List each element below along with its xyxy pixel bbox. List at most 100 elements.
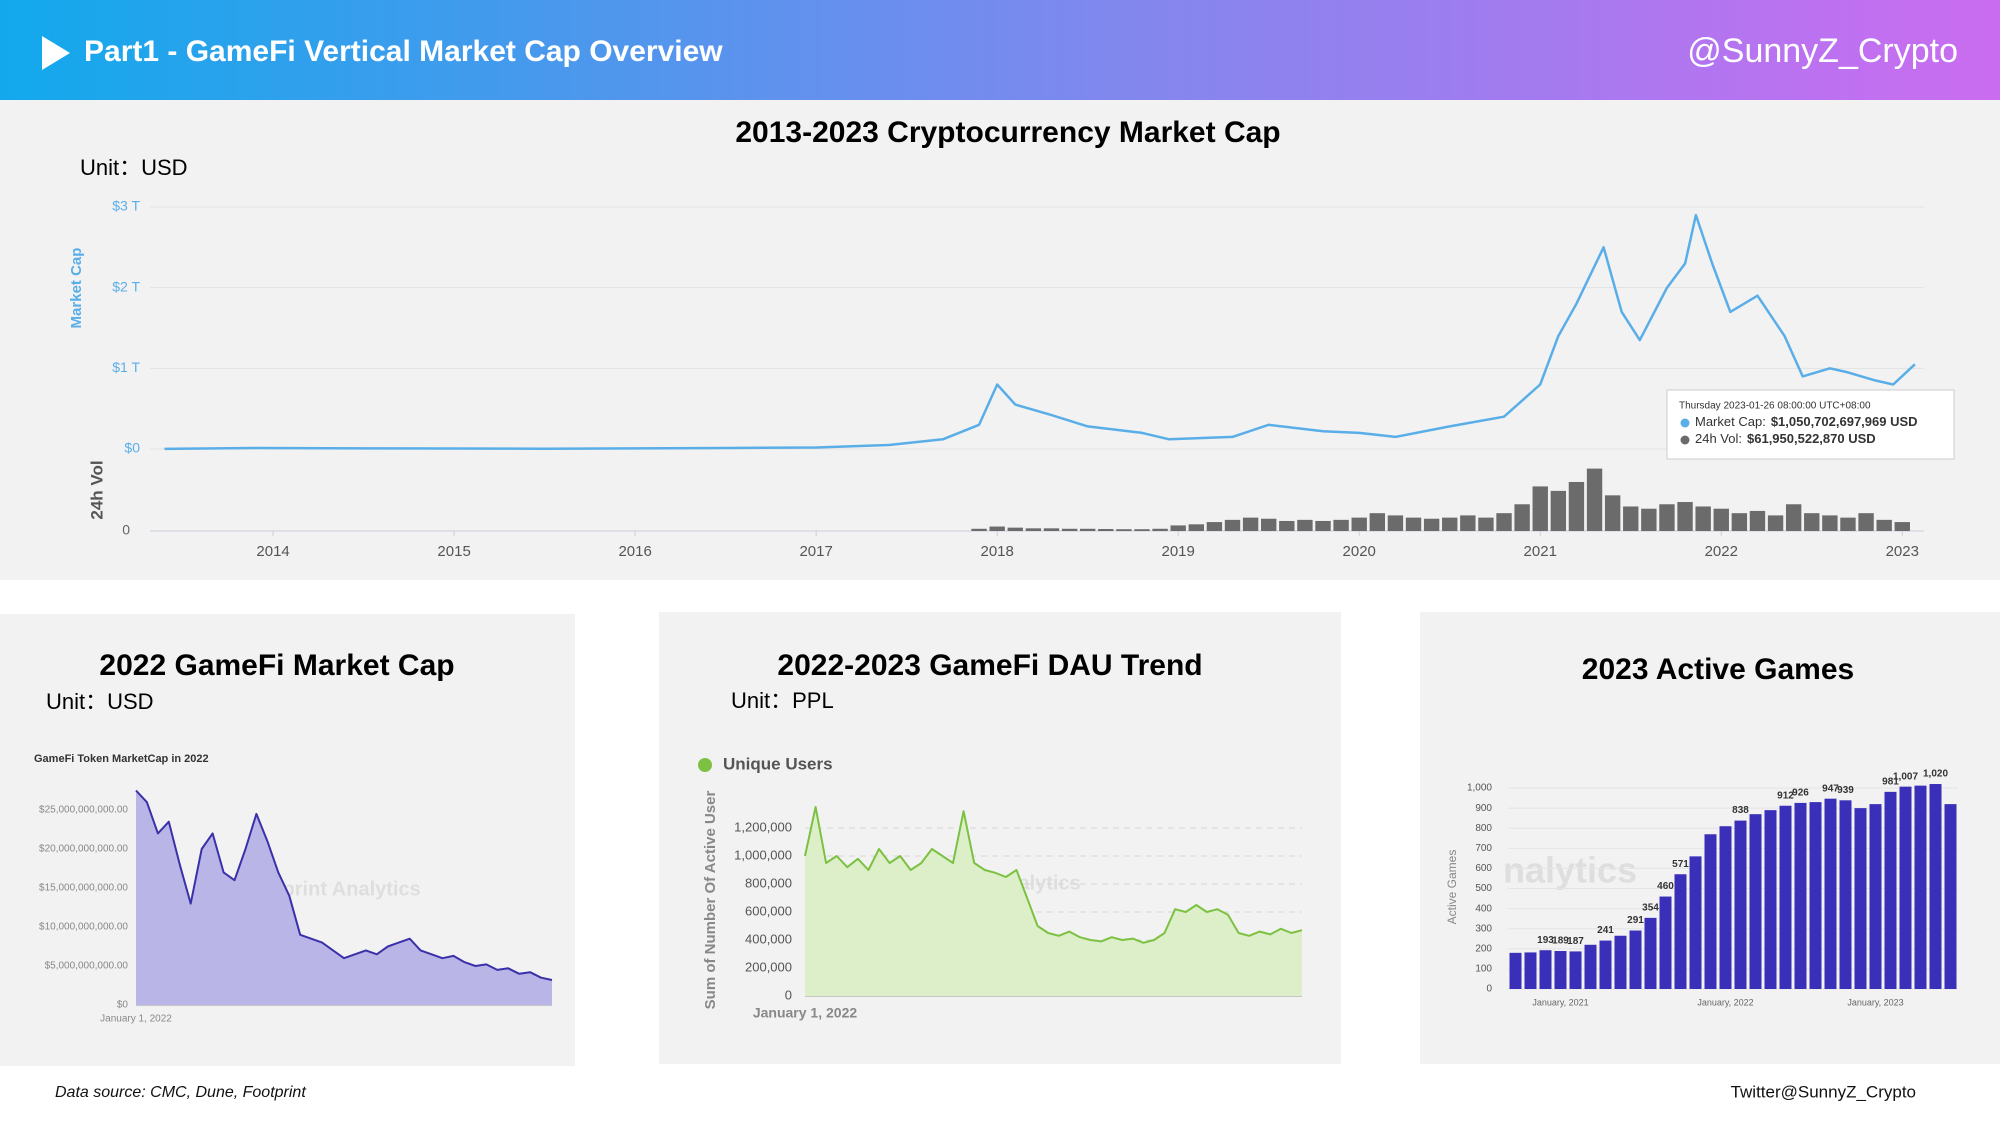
value-label: 193 xyxy=(1537,935,1554,946)
volume-bar xyxy=(1242,517,1259,531)
value-label: 981 xyxy=(1882,777,1899,788)
volume-bar xyxy=(1369,513,1386,531)
line xyxy=(164,213,1916,451)
y-tick-label: 0 xyxy=(785,987,792,1002)
y-tick-label: 200,000 xyxy=(745,959,792,974)
volume-bar xyxy=(1822,515,1838,531)
volume-bar xyxy=(1442,517,1458,531)
x-tick-label: 2018 xyxy=(980,543,1013,560)
x-tick-label: 2020 xyxy=(1343,543,1376,560)
chart-title: 2022-2023 GameFi DAU Trend xyxy=(777,649,1202,682)
volume-bar xyxy=(989,526,1005,531)
x-tick-label: 2016 xyxy=(618,543,651,560)
value-label: 460 xyxy=(1657,881,1674,892)
volume-bar xyxy=(1387,515,1404,531)
bar xyxy=(1719,826,1732,989)
volume-bar xyxy=(1876,519,1892,531)
volume-bar xyxy=(1840,517,1856,531)
bar xyxy=(1944,804,1957,989)
volume-bar xyxy=(1007,527,1023,531)
line xyxy=(135,789,553,981)
bar xyxy=(1779,805,1792,989)
bar xyxy=(1659,896,1672,989)
chart-title: 2023 Active Games xyxy=(1582,653,1854,686)
volume-bar xyxy=(1061,528,1078,531)
tooltip-date: Thursday 2023-01-26 08:00:00 UTC+08:00 xyxy=(1679,401,1871,412)
volume-bar xyxy=(1188,524,1204,531)
volume-bar xyxy=(1224,519,1241,531)
bar xyxy=(1629,930,1642,989)
volume-bar xyxy=(1423,518,1440,531)
bar xyxy=(1854,808,1867,989)
tooltip-label: 24h Vol: xyxy=(1695,431,1742,446)
bar xyxy=(1614,935,1627,989)
volume-bar xyxy=(1623,506,1639,531)
value-label: 189 xyxy=(1552,936,1569,947)
chart-subtitle: GameFi Token MarketCap in 2022 xyxy=(34,753,209,765)
x-tick-label: January, 2022 xyxy=(1697,997,1753,1007)
bar xyxy=(1869,804,1882,989)
tooltip-label: Market Cap: xyxy=(1695,414,1766,429)
volume-bar xyxy=(1514,504,1530,531)
y-tick-label: 300 xyxy=(1475,923,1492,934)
bar xyxy=(1794,802,1807,989)
x-tick-label: 2015 xyxy=(437,543,470,560)
y-tick-label: $5,000,000,000.00 xyxy=(45,961,129,972)
x-tick-label: January, 2023 xyxy=(1847,997,1903,1007)
volume-bar xyxy=(1460,515,1476,531)
volume-bar xyxy=(1333,519,1349,531)
x-tick-label: 2023 xyxy=(1886,543,1919,560)
y-tick-label: $15,000,000,000.00 xyxy=(39,883,128,894)
bar xyxy=(1734,820,1747,989)
value-label: 291 xyxy=(1627,915,1644,926)
bar xyxy=(1914,785,1927,989)
chart-title: 2013-2023 Cryptocurrency Market Cap xyxy=(735,116,1280,149)
y-tick-label: 0 xyxy=(1486,984,1492,995)
header-icon xyxy=(42,36,70,70)
volume-bar xyxy=(1586,468,1603,531)
tooltip-dot xyxy=(1680,435,1690,445)
header-bar xyxy=(0,0,2000,100)
volume-bar xyxy=(1116,529,1132,531)
bar xyxy=(1899,786,1912,989)
legend-dot xyxy=(698,758,712,772)
y-tick-label: $2 T xyxy=(112,278,140,294)
x-tick-label: 2019 xyxy=(1162,543,1195,560)
volume-bar xyxy=(1496,513,1512,531)
y-tick-label: 600,000 xyxy=(745,903,792,918)
bar xyxy=(1674,874,1687,989)
x-tick-label: 2022 xyxy=(1705,543,1738,560)
value-label: 354 xyxy=(1642,903,1659,914)
volume-bar xyxy=(1641,508,1657,531)
y-tick-label: $20,000,000,000.00 xyxy=(39,844,128,855)
bar xyxy=(1884,791,1897,989)
value-label: 912 xyxy=(1777,790,1794,801)
y2-tick-label: 0 xyxy=(122,522,130,538)
volume-bar xyxy=(1749,510,1766,531)
unit-label: Unit：USD xyxy=(80,155,188,180)
volume-bar xyxy=(1804,513,1820,531)
x-tick-label: 2014 xyxy=(256,543,289,560)
y-tick-label: 600 xyxy=(1475,863,1492,874)
volume-bar xyxy=(1604,495,1621,531)
volume-bar xyxy=(1152,528,1168,531)
unit-label: Unit：PPL xyxy=(731,688,834,713)
y-tick-label: 900 xyxy=(1475,803,1492,814)
bar xyxy=(1749,814,1762,989)
y-tick-label: 800 xyxy=(1475,823,1492,834)
volume-bar xyxy=(1858,513,1874,531)
volume-bar xyxy=(1079,528,1096,531)
y-tick-label: 400,000 xyxy=(745,931,792,946)
watermark: nalytics xyxy=(1503,850,1637,891)
volume-bar xyxy=(1532,486,1548,531)
bar xyxy=(1689,856,1702,989)
value-label: 926 xyxy=(1792,788,1809,799)
volume-bar xyxy=(1568,481,1585,531)
tooltip-item: 24h Vol: $61,950,522,870 USD xyxy=(1695,431,1876,446)
volume-bar xyxy=(1695,506,1711,531)
volume-bar xyxy=(1043,528,1060,531)
y-tick-label: 800,000 xyxy=(745,875,792,890)
bar xyxy=(1839,800,1852,989)
value-label: 947 xyxy=(1822,783,1839,794)
volume-bar xyxy=(1785,504,1802,531)
